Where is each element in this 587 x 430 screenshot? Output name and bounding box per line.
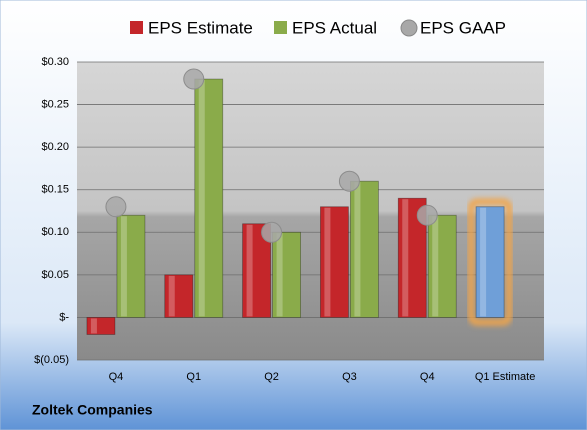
bar-shine <box>198 80 205 317</box>
bar-shine <box>324 207 331 317</box>
bar-shine <box>168 275 175 317</box>
x-tick-label: Q3 <box>342 371 357 383</box>
bar <box>116 214 146 318</box>
bar <box>86 317 116 335</box>
bar <box>272 231 301 318</box>
bar <box>350 180 379 318</box>
gaap-marker <box>261 221 283 243</box>
company-name: Zoltek Companies <box>32 402 153 418</box>
legend-swatch <box>400 19 418 37</box>
gaap-marker <box>416 204 438 226</box>
y-tick-label: $0.25 <box>41 98 69 110</box>
legend-label: EPS Actual <box>292 18 377 37</box>
y-tick-label: $0.10 <box>41 226 69 238</box>
legend-swatch <box>130 21 143 34</box>
bar-shine <box>276 233 283 317</box>
bar-shine <box>480 207 487 317</box>
bar-glow <box>468 198 513 326</box>
y-tick-label: $(0.05) <box>34 354 69 366</box>
bar-shine <box>432 216 439 317</box>
y-tick-label: $0.30 <box>41 56 69 68</box>
legend-swatch <box>274 21 287 34</box>
gaap-marker <box>338 170 360 192</box>
bar <box>320 206 349 318</box>
legend-label: EPS Estimate <box>148 18 253 37</box>
plot-area <box>77 62 544 360</box>
y-tick-label: $0.15 <box>41 184 69 196</box>
gaap-marker <box>105 196 127 218</box>
x-tick-label: Q1 Estimate <box>475 371 536 383</box>
bar-shine <box>246 224 253 317</box>
bar <box>164 274 194 318</box>
bar-shine <box>90 318 97 334</box>
y-tick-label: $- <box>59 311 69 323</box>
x-tick-label: Q4 <box>420 371 435 383</box>
bar-shine <box>120 216 127 317</box>
x-tick-label: Q4 <box>109 371 124 383</box>
gaap-marker <box>183 68 205 90</box>
bar <box>427 214 457 318</box>
legend-label: EPS GAAP <box>420 18 506 37</box>
x-tick-label: Q1 <box>186 371 201 383</box>
bar <box>475 206 505 318</box>
x-tick-label: Q2 <box>264 371 279 383</box>
y-tick-label: $0.20 <box>41 141 69 153</box>
y-tick-label: $0.05 <box>41 269 69 281</box>
bar-shine <box>354 182 361 317</box>
bar <box>194 78 224 318</box>
bar-shine <box>402 199 409 317</box>
